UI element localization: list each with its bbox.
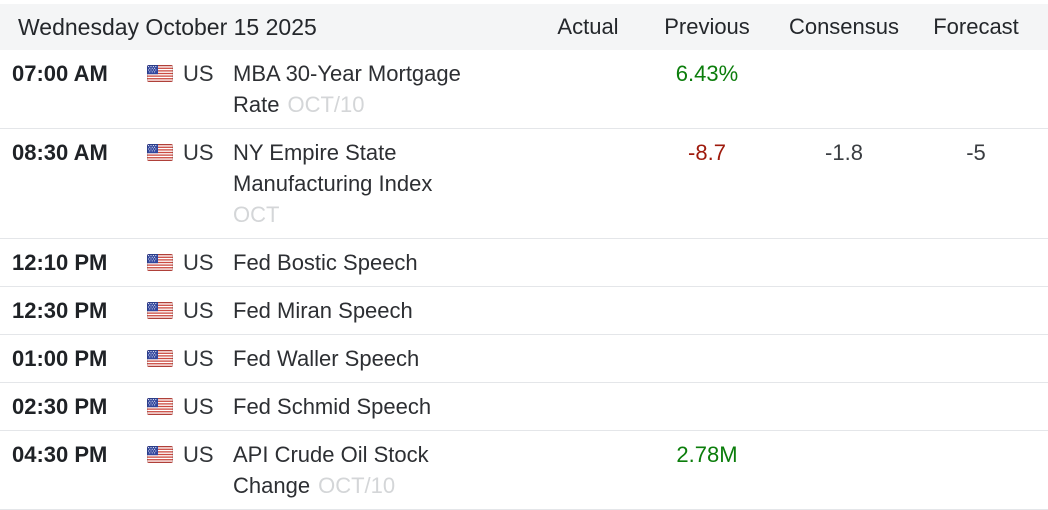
country-code: US: [183, 250, 214, 275]
forecast-value: -5: [966, 140, 986, 165]
event-link[interactable]: MBA 30-Year Mortgage Rate: [233, 61, 461, 117]
country-code: US: [183, 140, 214, 165]
event-link[interactable]: API Crude Oil Stock Change: [233, 442, 429, 498]
previous-value[interactable]: -8.7: [688, 140, 726, 165]
event-reference: OCT/10: [318, 473, 396, 498]
event-link[interactable]: Fed Schmid Speech: [233, 394, 432, 419]
country-cell: US: [133, 439, 233, 470]
column-header-previous: Previous: [664, 14, 750, 39]
table-row[interactable]: 12:10 PM US Fed Bostic Speech: [0, 239, 1048, 287]
event-cell: NY Empire State Manufacturing Index OCT: [233, 137, 536, 230]
table-row[interactable]: 12:30 PM US Fed Miran Speech: [0, 287, 1048, 335]
country-code: US: [183, 61, 214, 86]
table-row[interactable]: 04:30 PM US API Crude Oil Stock Change OC…: [0, 431, 1048, 510]
country-cell: US: [133, 247, 233, 278]
event-time: 01:00 PM: [12, 346, 108, 371]
event-cell: API Crude Oil Stock Change OCT/10: [233, 439, 536, 501]
event-time: 02:30 PM: [12, 394, 108, 419]
event-cell: Fed Bostic Speech: [233, 247, 536, 278]
event-link[interactable]: Fed Waller Speech: [233, 346, 420, 371]
calendar-header-row: Wednesday October 15 2025 Actual Previou…: [0, 4, 1048, 50]
column-header-actual: Actual: [557, 14, 619, 39]
country-cell: US: [133, 295, 233, 326]
calendar-date-heading: Wednesday October 15 2025: [18, 13, 317, 40]
table-row[interactable]: 07:00 AM US MBA 30-Year Mortgage Rate OCT…: [0, 50, 1048, 129]
previous-value[interactable]: 2.78M: [676, 442, 738, 467]
event-reference: OCT/10: [287, 92, 365, 117]
event-link[interactable]: Fed Bostic Speech: [233, 250, 418, 275]
event-link[interactable]: NY Empire State Manufacturing Index: [233, 140, 433, 196]
country-code: US: [183, 442, 214, 467]
country-cell: US: [133, 343, 233, 374]
country-cell: US: [133, 391, 233, 422]
country-code: US: [183, 346, 214, 371]
event-reference: OCT: [233, 202, 280, 227]
consensus-value: -1.8: [825, 140, 863, 165]
event-time: 07:00 AM: [12, 61, 108, 86]
country-cell: US: [133, 58, 233, 89]
country-cell: US: [133, 137, 233, 168]
table-row[interactable]: 01:00 PM US Fed Waller Speech: [0, 335, 1048, 383]
column-header-consensus: Consensus: [788, 14, 900, 39]
us-flag-icon: [147, 446, 173, 463]
event-time: 12:30 PM: [12, 298, 108, 323]
table-row[interactable]: 08:30 AM US NY Empire State Manufacturin…: [0, 129, 1048, 239]
previous-value[interactable]: 6.43%: [675, 61, 739, 86]
us-flag-icon: [147, 254, 173, 271]
event-time: 08:30 AM: [12, 140, 108, 165]
event-time: 12:10 PM: [12, 250, 108, 275]
economic-calendar-table: Wednesday October 15 2025 Actual Previou…: [0, 4, 1048, 510]
country-code: US: [183, 394, 214, 419]
event-cell: MBA 30-Year Mortgage Rate OCT/10: [233, 58, 536, 120]
event-cell: Fed Miran Speech: [233, 295, 536, 326]
event-link[interactable]: Fed Miran Speech: [233, 298, 413, 323]
us-flag-icon: [147, 350, 173, 367]
event-cell: Fed Schmid Speech: [233, 391, 536, 422]
column-header-forecast: Forecast: [933, 14, 1019, 39]
us-flag-icon: [147, 144, 173, 161]
us-flag-icon: [147, 302, 173, 319]
us-flag-icon: [147, 398, 173, 415]
event-cell: Fed Waller Speech: [233, 343, 536, 374]
us-flag-icon: [147, 65, 173, 82]
country-code: US: [183, 298, 214, 323]
table-row[interactable]: 02:30 PM US Fed Schmid Speech: [0, 383, 1048, 431]
event-time: 04:30 PM: [12, 442, 108, 467]
